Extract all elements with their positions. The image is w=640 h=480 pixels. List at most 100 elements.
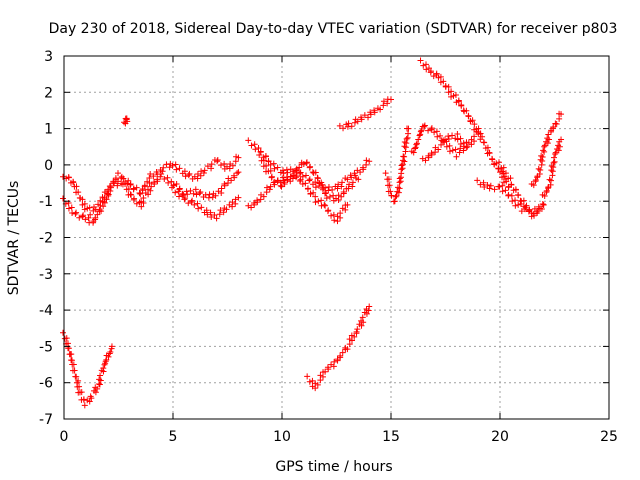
- data-point: [458, 102, 465, 109]
- data-point: [354, 326, 361, 333]
- data-point: [71, 367, 78, 374]
- y-tick-label: -5: [39, 339, 53, 355]
- data-point: [558, 136, 565, 143]
- data-point: [147, 170, 154, 177]
- data-point: [235, 169, 242, 176]
- data-point: [541, 193, 548, 200]
- data-point: [541, 148, 548, 155]
- data-point: [344, 123, 351, 130]
- data-point: [325, 184, 332, 191]
- data-point: [302, 172, 309, 179]
- data-point: [434, 133, 441, 140]
- data-point: [201, 167, 208, 174]
- data-point: [140, 195, 147, 202]
- data-point: [108, 343, 115, 350]
- data-point: [395, 189, 402, 196]
- data-point: [235, 194, 242, 201]
- data-point: [260, 193, 267, 200]
- data-point: [312, 184, 319, 191]
- data-point: [193, 191, 200, 198]
- data-point: [326, 193, 333, 200]
- data-point: [353, 330, 360, 337]
- data-point: [245, 137, 252, 144]
- data-point: [164, 174, 171, 181]
- data-point: [515, 201, 522, 208]
- data-point: [471, 121, 478, 128]
- data-point: [60, 173, 66, 180]
- data-point: [267, 161, 274, 168]
- data-point: [446, 142, 453, 149]
- data-point: [398, 162, 405, 169]
- data-point: [205, 194, 212, 201]
- data-point: [121, 119, 128, 126]
- data-point: [124, 118, 131, 125]
- data-point: [348, 123, 355, 130]
- y-tick-label: -6: [39, 376, 53, 392]
- data-point: [496, 183, 503, 190]
- data-point: [274, 177, 281, 184]
- data-point: [255, 145, 262, 152]
- data-point: [535, 165, 542, 172]
- data-point: [284, 169, 291, 176]
- data-point: [306, 177, 313, 184]
- data-point: [290, 172, 297, 179]
- data-point: [334, 185, 341, 192]
- data-point: [422, 157, 429, 164]
- data-point: [94, 211, 101, 218]
- data-point: [545, 185, 552, 192]
- data-point: [87, 211, 94, 218]
- data-point: [346, 181, 353, 188]
- data-point: [385, 176, 392, 183]
- data-point: [523, 202, 530, 209]
- data-point: [396, 185, 403, 192]
- data-point: [257, 148, 264, 155]
- data-point: [186, 170, 193, 177]
- data-point: [208, 165, 215, 172]
- data-point: [80, 212, 87, 219]
- series-t17: [528, 110, 565, 189]
- data-point: [314, 174, 321, 181]
- data-point: [340, 190, 347, 197]
- data-point: [463, 107, 470, 114]
- data-point: [296, 170, 303, 177]
- data-point: [157, 173, 164, 180]
- data-point: [338, 193, 345, 200]
- data-point: [307, 190, 314, 197]
- data-point: [505, 191, 512, 198]
- data-point: [312, 199, 319, 206]
- series-t9: [336, 96, 394, 132]
- data-point: [169, 184, 175, 191]
- data-point: [191, 201, 198, 208]
- x-tick-label: 5: [169, 429, 178, 445]
- series-t8: [256, 151, 362, 204]
- data-point: [509, 198, 516, 205]
- data-point: [271, 165, 278, 172]
- data-point: [442, 82, 449, 89]
- x-tick-label: 25: [600, 429, 618, 445]
- data-point: [169, 162, 176, 169]
- data-point: [354, 118, 361, 125]
- data-point: [358, 116, 365, 123]
- data-point: [161, 176, 168, 183]
- data-point: [416, 132, 423, 139]
- data-point: [435, 146, 442, 153]
- data-point: [208, 161, 215, 168]
- data-point: [443, 143, 450, 150]
- data-point: [431, 129, 438, 136]
- data-point: [360, 166, 367, 173]
- data-point: [413, 140, 420, 147]
- data-point: [280, 174, 286, 181]
- data-point: [131, 195, 138, 202]
- data-point: [323, 195, 330, 202]
- data-point: [176, 165, 183, 172]
- data-point: [106, 350, 113, 357]
- data-point: [500, 164, 507, 171]
- data-point: [97, 377, 104, 384]
- data-point: [380, 102, 387, 109]
- data-point: [403, 135, 410, 142]
- data-point: [183, 188, 190, 195]
- data-point: [96, 381, 103, 388]
- data-point: [92, 206, 99, 213]
- data-point: [75, 377, 82, 384]
- data-point: [86, 204, 93, 211]
